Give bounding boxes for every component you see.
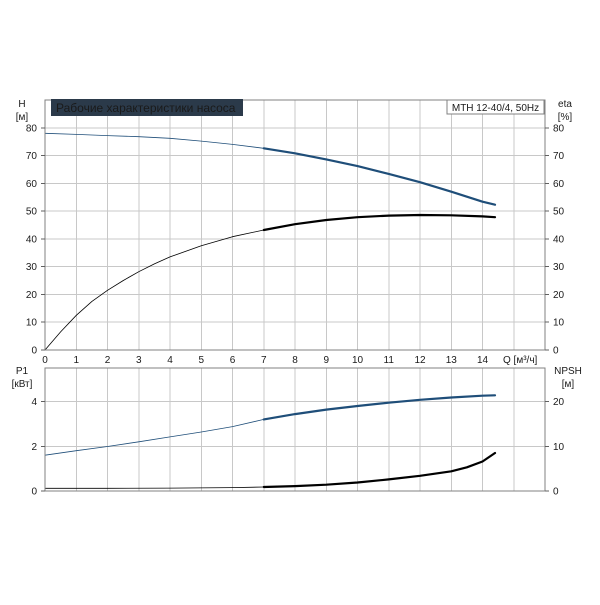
upper-left-tick-label: 30 bbox=[26, 262, 38, 273]
upper-left-axis-unit: [м] bbox=[16, 112, 29, 123]
upper-grid bbox=[45, 99, 545, 350]
model-label-box bbox=[446, 99, 545, 115]
upper-left-tick-label: 80 bbox=[26, 123, 38, 134]
lower-left-tick-label: 0 bbox=[31, 487, 37, 498]
upper-curves bbox=[44, 132, 497, 351]
lower-right-tick-label: 10 bbox=[553, 442, 565, 453]
x-tick-label: 14 bbox=[477, 355, 489, 366]
upper-right-tick-label: 80 bbox=[553, 123, 565, 134]
x-tick-label: 2 bbox=[105, 355, 111, 366]
x-tick-label: 6 bbox=[230, 355, 236, 366]
x-tick-label: 11 bbox=[384, 355, 395, 366]
upper-right-tick-label: 30 bbox=[553, 262, 565, 273]
lower-left-tick-label: 2 bbox=[31, 442, 37, 453]
upper-plot-frame bbox=[44, 99, 546, 351]
upper-eta-curve-thick bbox=[262, 213, 497, 232]
lower-p1-curve-thick bbox=[262, 394, 497, 421]
x-tick-label: 7 bbox=[261, 355, 267, 366]
x-tick-label: 3 bbox=[136, 355, 142, 366]
x-tick-label: 12 bbox=[414, 355, 426, 366]
upper-right-tick-label: 70 bbox=[553, 151, 565, 162]
upper-left-tick-label: 20 bbox=[26, 290, 38, 301]
lower-left-axis-name: P1 bbox=[16, 366, 29, 377]
upper-right-tick-label: 50 bbox=[553, 207, 565, 218]
upper-h-curve-thin bbox=[44, 132, 264, 149]
lower-p1-curve-thin bbox=[44, 419, 264, 456]
upper-right-tick-label: 0 bbox=[553, 346, 559, 357]
x-tick-label: 1 bbox=[73, 355, 79, 366]
upper-right-tick-label: 20 bbox=[553, 290, 565, 301]
lower-right-tick-label: 0 bbox=[553, 487, 559, 498]
upper-left-tick-label: 0 bbox=[31, 346, 37, 357]
lower-right-axis-unit: [м] bbox=[562, 379, 575, 390]
upper-eta-curve-thin bbox=[44, 229, 264, 351]
lower-grid bbox=[45, 368, 545, 491]
chart-title: Рабочие характеристики насоса bbox=[56, 101, 236, 115]
lower-npsh-curve-thin bbox=[45, 486, 264, 489]
x-tick-label: 8 bbox=[292, 355, 298, 366]
lower-left-tick-label: 4 bbox=[31, 397, 37, 408]
x-tick-label: 10 bbox=[352, 355, 364, 366]
lower-right-tick-label: 20 bbox=[553, 397, 565, 408]
upper-h-curve-thick bbox=[262, 147, 497, 206]
x-axis-label: Q [м³/ч] bbox=[503, 355, 538, 366]
upper-left-tick-label: 50 bbox=[26, 207, 38, 218]
upper-left-axis-name: H bbox=[18, 99, 25, 110]
lower-curves bbox=[44, 394, 497, 489]
x-tick-label: 0 bbox=[42, 355, 48, 366]
upper-right-tick-label: 60 bbox=[553, 179, 565, 190]
x-tick-label: 9 bbox=[323, 355, 329, 366]
model-label: MTH 12-40/4, 50Hz bbox=[452, 103, 539, 114]
lower-npsh-curve-thick bbox=[262, 451, 497, 489]
upper-left-tick-label: 70 bbox=[26, 151, 38, 162]
x-tick-label: 13 bbox=[446, 355, 458, 366]
chart-title-background bbox=[51, 99, 243, 116]
upper-right-axis-unit: [%] bbox=[558, 112, 573, 123]
upper-right-tick-label: 40 bbox=[553, 234, 565, 245]
upper-right-tick-label: 10 bbox=[553, 318, 565, 329]
upper-right-axis-name: eta bbox=[558, 99, 572, 110]
lower-plot-frame bbox=[44, 367, 546, 492]
upper-left-tick-label: 60 bbox=[26, 179, 38, 190]
x-tick-label: 4 bbox=[167, 355, 173, 366]
lower-axis-ticks: 0 2 4 0 10 20 bbox=[31, 397, 564, 497]
x-tick-label: 5 bbox=[198, 355, 204, 366]
lower-right-axis-name: NPSH bbox=[554, 366, 582, 377]
upper-left-tick-label: 40 bbox=[26, 234, 38, 245]
upper-left-tick-label: 10 bbox=[26, 318, 38, 329]
lower-left-axis-unit: [кВт] bbox=[12, 379, 33, 390]
